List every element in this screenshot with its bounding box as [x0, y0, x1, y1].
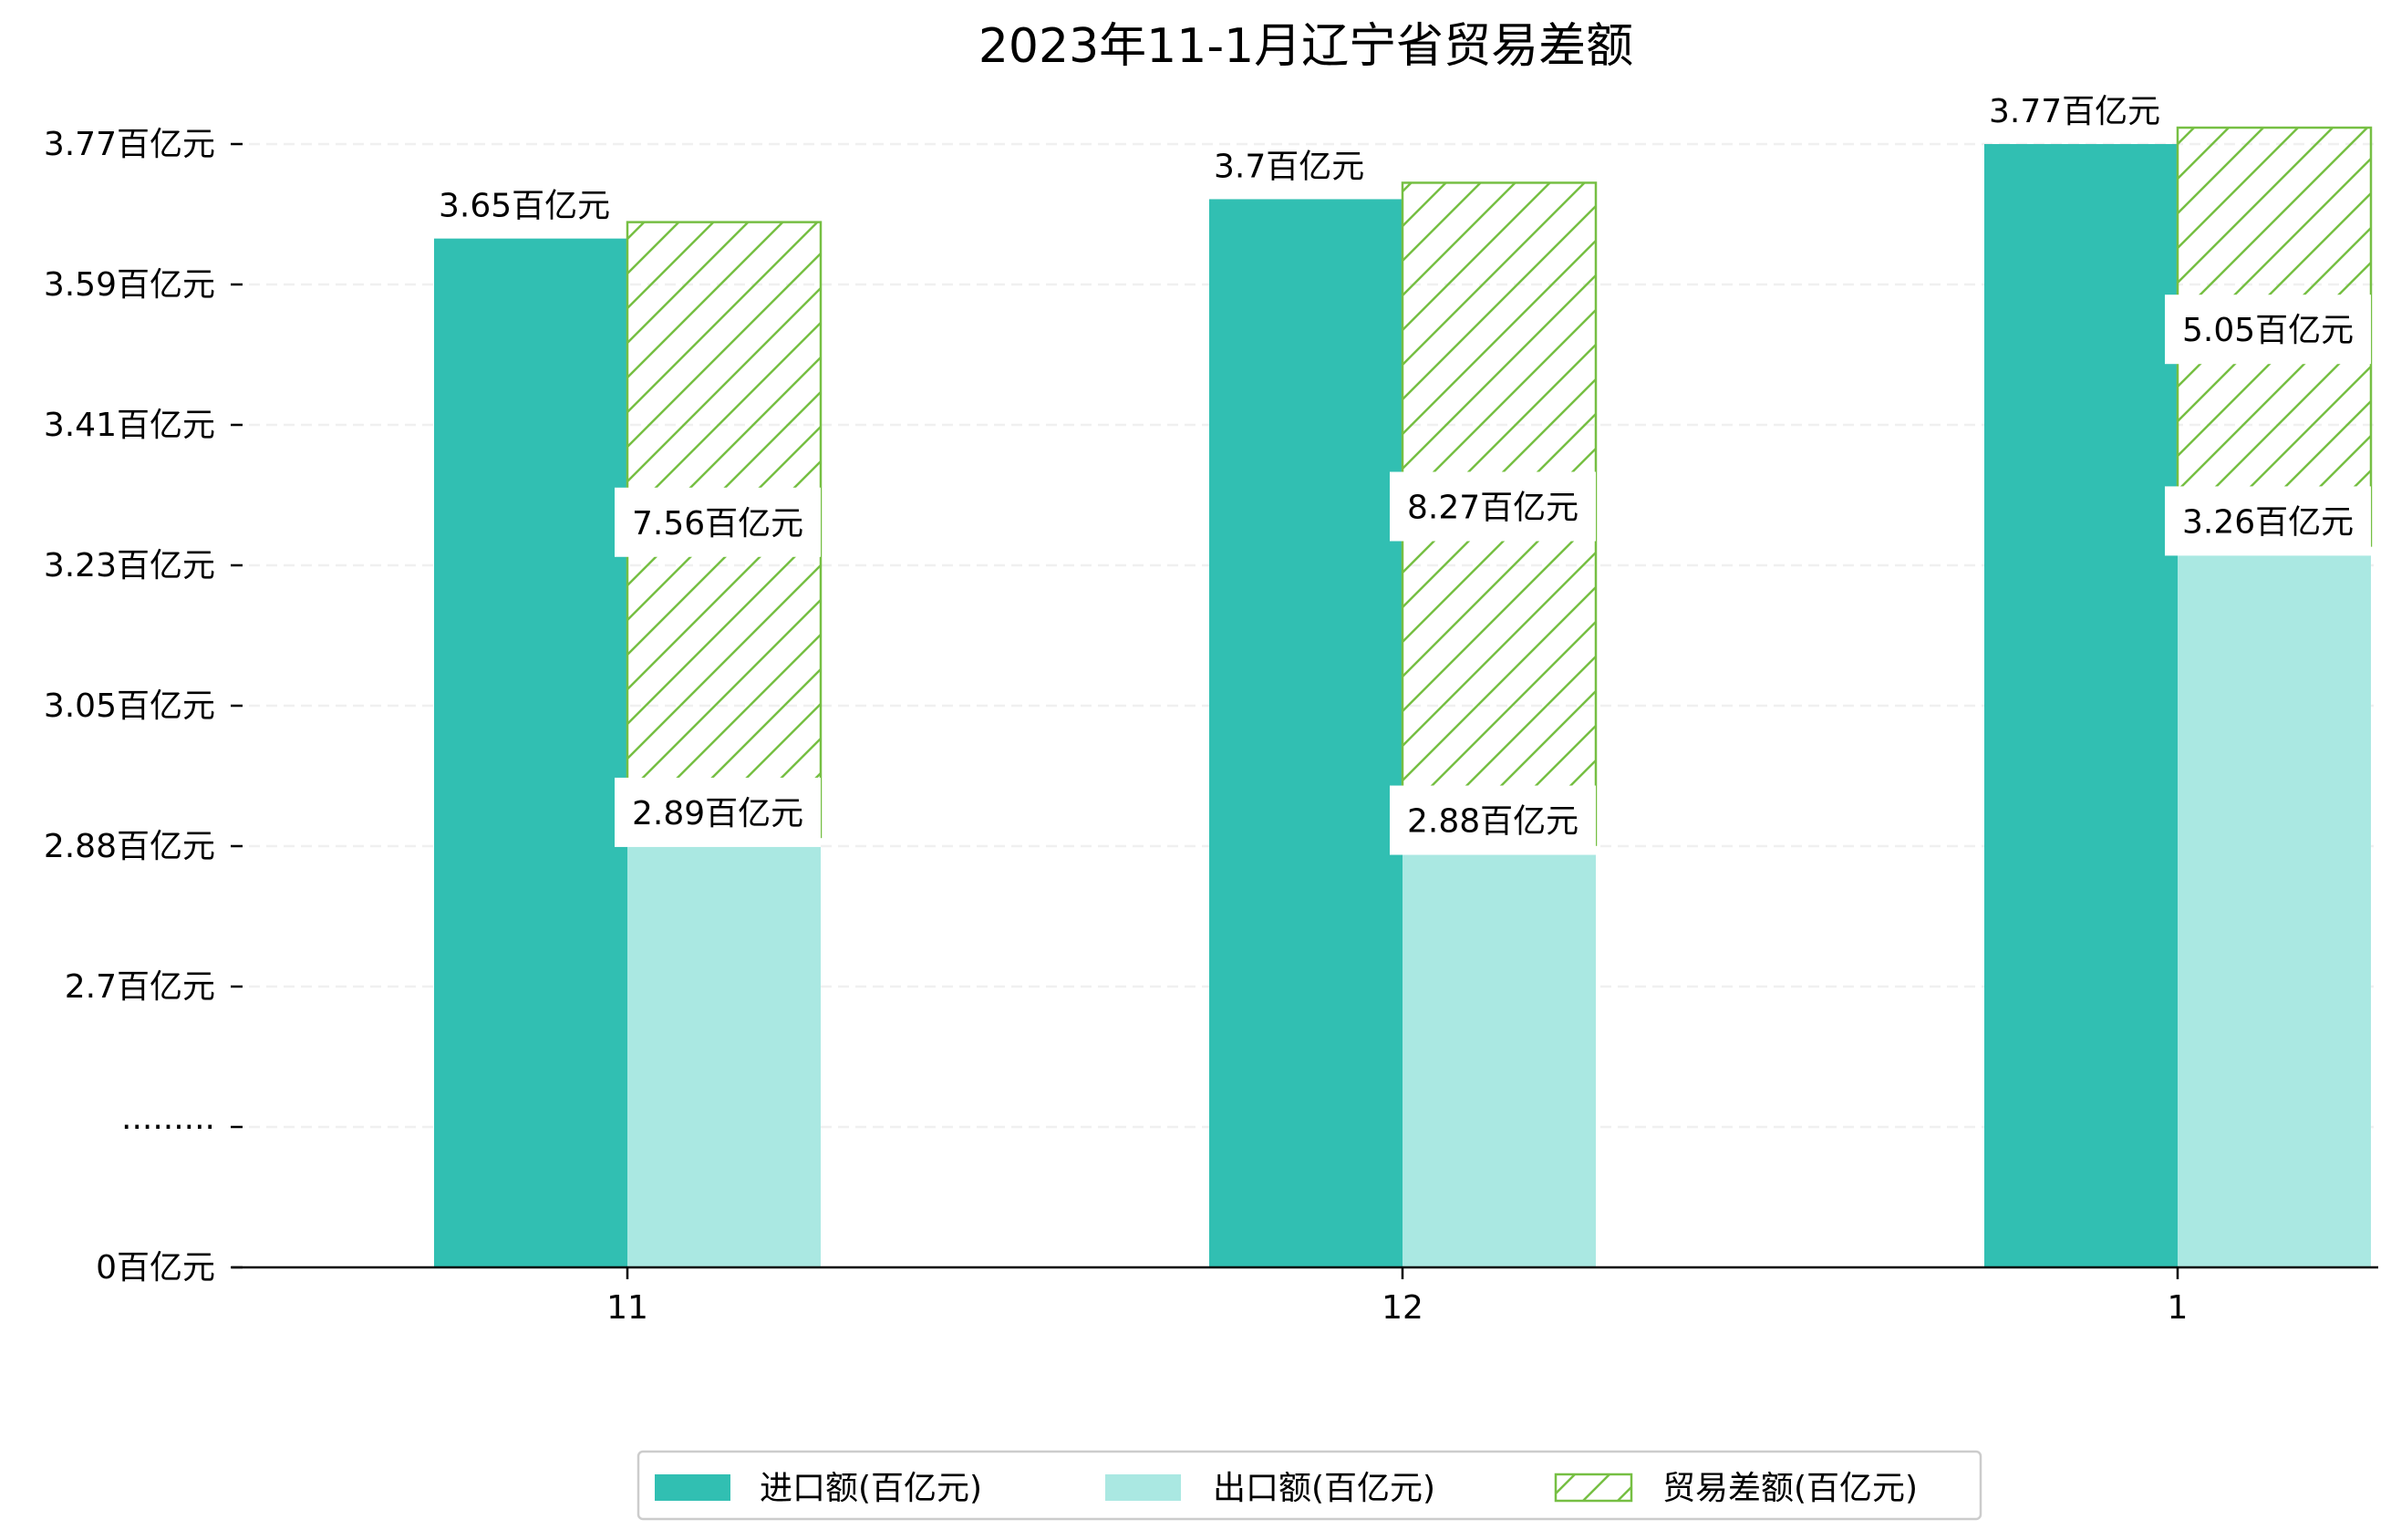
bars	[434, 126, 2373, 1267]
legend-swatch-import	[655, 1474, 730, 1501]
label-export: 3.26百亿元	[2182, 503, 2354, 541]
bar-import	[1209, 199, 1403, 1267]
bar-import	[1984, 144, 2178, 1267]
y-tick-label: 3.05百亿元	[44, 687, 215, 725]
label-import: 3.77百亿元	[1989, 93, 2160, 130]
bar-export	[2178, 545, 2371, 1267]
y-tick-label: 3.23百亿元	[44, 547, 215, 584]
label-balance: 7.56百亿元	[632, 505, 803, 543]
data-labels: 3.65百亿元 2.89百亿元 7.56百亿元 3.7百亿元 2.88百亿元 8.27百亿…	[439, 93, 2371, 855]
chart-title: 2023年11-1月辽宁省贸易差额	[978, 19, 1633, 74]
x-tick-label: 12	[1382, 1289, 1423, 1327]
bar-export	[627, 836, 821, 1267]
bar-export	[1403, 844, 1596, 1267]
y-tick-label: 0百亿元	[96, 1249, 215, 1287]
legend-swatch-export	[1105, 1474, 1181, 1501]
y-tick-label: 2.7百亿元	[65, 968, 215, 1006]
y-tick-label: 3.59百亿元	[44, 266, 215, 304]
legend-label-balance: 贸易差额(百亿元)	[1662, 1470, 1918, 1507]
label-balance: 8.27百亿元	[1407, 490, 1578, 527]
x-tick-label: 11	[606, 1289, 648, 1327]
y-tick-label: 3.77百亿元	[44, 126, 215, 163]
x-tick-label: 1	[2168, 1289, 2189, 1327]
legend-label-export: 出口额(百亿元)	[1213, 1470, 1435, 1507]
label-bg	[2165, 295, 2371, 365]
y-tick-label: ·········	[121, 1109, 215, 1146]
label-bg	[1390, 471, 1596, 542]
label-bg	[1390, 785, 1596, 855]
bar-import	[434, 238, 627, 1267]
y-tick-label: 3.41百亿元	[44, 407, 215, 444]
legend-swatch-balance	[1554, 1473, 1633, 1503]
label-bg	[615, 777, 821, 847]
label-bg	[2165, 486, 2371, 556]
label-bg	[615, 487, 821, 557]
axes: 0百亿元 ········· 2.7百亿元 2.88百亿元 3.05百亿元 3.23百亿元…	[44, 126, 2378, 1327]
label-export: 2.88百亿元	[1407, 803, 1578, 841]
label-balance: 5.05百亿元	[2182, 312, 2354, 349]
label-import: 3.7百亿元	[1214, 148, 1364, 185]
legend-label-import: 进口额(百亿元)	[760, 1470, 982, 1507]
label-export: 2.89百亿元	[632, 795, 803, 832]
y-tick-label: 2.88百亿元	[44, 828, 215, 865]
legend: 进口额(百亿元) 出口额(百亿元) 贸易差额(百亿元)	[637, 1450, 1982, 1521]
legend-frame	[637, 1450, 1982, 1521]
label-import: 3.65百亿元	[439, 188, 610, 225]
